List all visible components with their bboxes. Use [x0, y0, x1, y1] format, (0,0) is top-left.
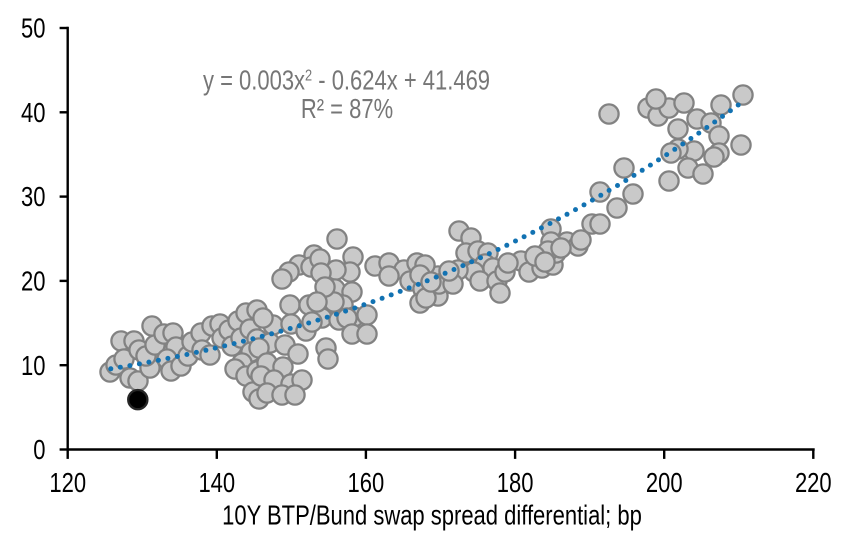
svg-text:200: 200: [646, 468, 683, 499]
svg-text:10: 10: [21, 351, 45, 382]
svg-text:20: 20: [21, 266, 45, 297]
svg-text:160: 160: [348, 468, 385, 499]
svg-text:50: 50: [21, 13, 45, 44]
svg-text:40: 40: [21, 98, 45, 129]
svg-text:0: 0: [33, 435, 45, 466]
svg-text:R² = 87%: R² = 87%: [301, 94, 393, 125]
svg-text:180: 180: [497, 468, 534, 499]
svg-text:30: 30: [21, 182, 45, 213]
svg-text:120: 120: [49, 468, 86, 499]
svg-text:y = 0.003x2 - 0.624x + 41.469: y = 0.003x2 - 0.624x + 41.469: [203, 65, 490, 96]
svg-text:10Y BTP/Bund swap spread diffe: 10Y BTP/Bund swap spread differential; b…: [222, 500, 642, 531]
svg-text:140: 140: [198, 468, 235, 499]
svg-text:220: 220: [795, 468, 832, 499]
